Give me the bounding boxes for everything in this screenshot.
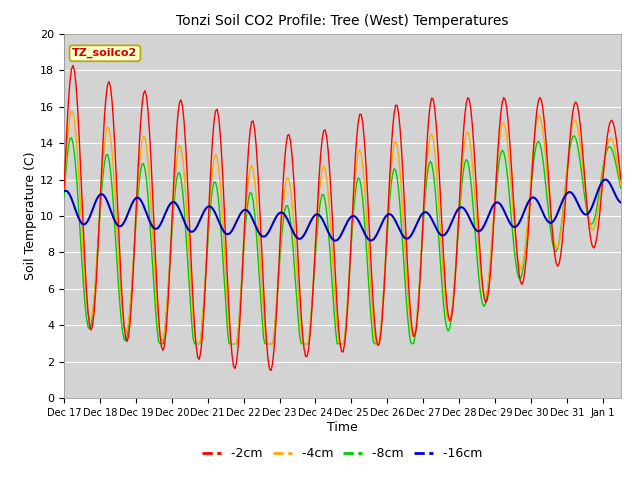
Y-axis label: Soil Temperature (C): Soil Temperature (C): [24, 152, 37, 280]
Legend:  -2cm,  -4cm,  -8cm,  -16cm: -2cm, -4cm, -8cm, -16cm: [197, 442, 488, 465]
Text: TZ_soilco2: TZ_soilco2: [72, 48, 138, 59]
X-axis label: Time: Time: [327, 421, 358, 434]
Title: Tonzi Soil CO2 Profile: Tree (West) Temperatures: Tonzi Soil CO2 Profile: Tree (West) Temp…: [176, 14, 509, 28]
